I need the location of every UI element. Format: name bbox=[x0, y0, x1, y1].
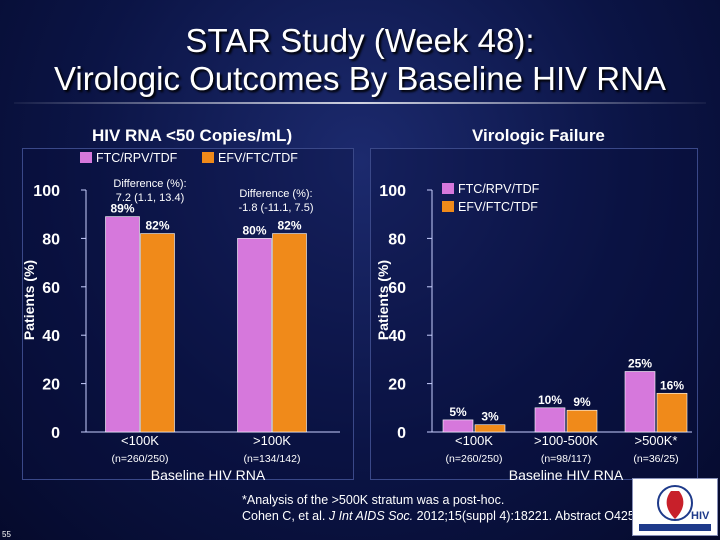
legend-label: FTC/RPV/TDF bbox=[96, 151, 178, 165]
bar bbox=[442, 419, 474, 433]
chart-0: 0 20 40 60 80 100 Patients (%) Baseline HIV RNA… bbox=[21, 151, 340, 483]
category-label: >100-500K bbox=[534, 433, 598, 448]
y-tick-label: 80 bbox=[42, 231, 60, 248]
data-label: 89% bbox=[110, 202, 134, 216]
bar bbox=[656, 392, 688, 433]
bar bbox=[105, 216, 140, 433]
left-chart-title: HIV RNA <50 Copies/mL) bbox=[92, 126, 293, 145]
x-axis-label: Baseline HIV RNA bbox=[151, 467, 266, 483]
x-axis-label: Baseline HIV RNA bbox=[509, 467, 624, 483]
legend-swatch bbox=[442, 201, 454, 212]
y-tick-label: 100 bbox=[379, 183, 406, 200]
bar bbox=[474, 424, 506, 433]
category-label: >500K* bbox=[634, 433, 677, 448]
reference-details: 2012;15(suppl 4):18221. Abstract O425. bbox=[413, 509, 639, 523]
y-tick-label: 0 bbox=[397, 425, 406, 442]
title-line-2: Virologic Outcomes By Baseline HIV RNA bbox=[54, 60, 666, 97]
reference-journal: J Int AIDS Soc. bbox=[328, 509, 414, 523]
data-label: 3% bbox=[481, 410, 499, 424]
data-label: 9% bbox=[573, 395, 591, 409]
category-sublabel: (n=98/117) bbox=[541, 453, 591, 465]
reference-authors: Cohen C, et al. bbox=[242, 509, 329, 523]
footnote-line-1: *Analysis of the >500K stratum was a pos… bbox=[242, 493, 505, 507]
category-label: <100K bbox=[121, 433, 159, 448]
difference-value: 7.2 (1.1, 13.4) bbox=[116, 192, 185, 204]
chart-1: 0 20 40 60 80 100 Patients (%) Baseline HIV RNA… bbox=[375, 182, 692, 483]
bar bbox=[237, 238, 272, 433]
logo-graphic: HIV bbox=[639, 485, 711, 531]
bar bbox=[140, 233, 175, 433]
legend-label: EFV/FTC/TDF bbox=[458, 200, 538, 214]
difference-label: Difference (%): bbox=[113, 178, 186, 190]
footnote-reference: Cohen C, et al. J Int AIDS Soc. 2012;15(… bbox=[242, 508, 638, 524]
bar bbox=[272, 233, 307, 433]
data-label: 5% bbox=[449, 405, 467, 419]
y-tick-label: 20 bbox=[388, 377, 406, 394]
y-tick-label: 40 bbox=[388, 328, 406, 345]
right-chart-title: Virologic Failure bbox=[472, 126, 605, 145]
category-sublabel: (n=260/250) bbox=[112, 453, 169, 465]
category-sublabel: (n=134/142) bbox=[244, 453, 301, 465]
difference-label: Difference (%): bbox=[239, 188, 312, 200]
y-tick-label: 80 bbox=[388, 231, 406, 248]
slide-number: 55 bbox=[2, 530, 11, 539]
data-label: 82% bbox=[145, 219, 169, 233]
legend-label: EFV/FTC/TDF bbox=[218, 151, 298, 165]
title-line-1: STAR Study (Week 48): bbox=[185, 22, 535, 59]
y-tick-label: 0 bbox=[51, 425, 60, 442]
y-axis-label: Patients (%) bbox=[21, 260, 37, 340]
category-sublabel: (n=36/25) bbox=[633, 453, 678, 465]
national-hiv-curriculum-logo: HIV bbox=[632, 478, 718, 536]
category-label: <100K bbox=[455, 433, 493, 448]
y-tick-label: 60 bbox=[42, 280, 60, 297]
legend-label: FTC/RPV/TDF bbox=[458, 182, 540, 196]
logo-ring bbox=[657, 485, 693, 521]
logo-ribbon bbox=[666, 491, 684, 519]
bar bbox=[624, 371, 656, 433]
category-sublabel: (n=260/250) bbox=[446, 453, 503, 465]
legend-swatch bbox=[80, 152, 92, 163]
bar bbox=[534, 407, 566, 433]
data-label: 10% bbox=[538, 393, 562, 407]
legend-swatch bbox=[202, 152, 214, 163]
y-axis-label: Patients (%) bbox=[375, 260, 391, 340]
title-divider bbox=[14, 102, 706, 104]
legend: FTC/RPV/TDF EFV/FTC/TDF bbox=[80, 151, 298, 165]
legend-swatch bbox=[442, 183, 454, 194]
logo-text: HIV bbox=[691, 510, 710, 522]
data-label: 16% bbox=[660, 378, 684, 392]
y-tick-label: 20 bbox=[42, 377, 60, 394]
category-label: >100K bbox=[253, 433, 291, 448]
data-label: 80% bbox=[242, 223, 266, 237]
logo-banner bbox=[639, 524, 711, 531]
y-tick-label: 60 bbox=[388, 280, 406, 297]
legend: FTC/RPV/TDF EFV/FTC/TDF bbox=[442, 182, 540, 214]
data-label: 82% bbox=[277, 219, 301, 233]
bar bbox=[566, 409, 598, 433]
data-label: 25% bbox=[628, 357, 652, 371]
y-tick-label: 100 bbox=[33, 183, 60, 200]
footnote: *Analysis of the >500K stratum was a pos… bbox=[242, 492, 638, 524]
slide-title: STAR Study (Week 48): Virologic Outcomes… bbox=[0, 22, 720, 98]
y-tick-label: 40 bbox=[42, 328, 60, 345]
difference-value: -1.8 (-11.1, 7.5) bbox=[239, 202, 314, 214]
